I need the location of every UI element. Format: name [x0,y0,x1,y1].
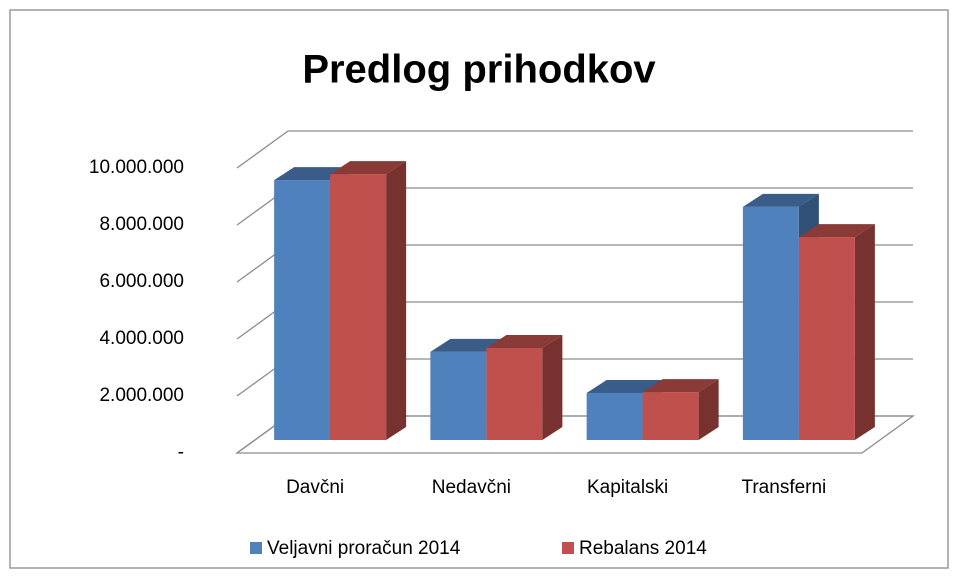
bar [274,180,331,440]
y-tick-label: 8.000.000 [99,214,184,235]
legend-label: Rebalans 2014 [579,538,707,559]
bar [330,174,387,440]
bar-side [386,161,407,440]
bar [798,237,855,440]
legend-label: Veljavni proračun 2014 [267,538,461,559]
legend-swatch [562,542,574,554]
bar-side [542,334,563,440]
y-tick-label: 6.000.000 [99,271,184,292]
y-tick-label: 10.000.000 [89,157,184,178]
bar [586,392,643,440]
bar-top [642,379,719,393]
x-tick-label: Nedavčni [432,477,511,498]
bar [642,392,699,440]
y-tick-label: 2.000.000 [99,385,184,406]
x-tick-label: Davčni [286,477,344,498]
y-tick-label: 4.000.000 [99,328,184,349]
chart-title: Predlog prihodkov [302,48,656,92]
bar-side [698,379,719,440]
bar-top [742,193,819,207]
grid-line [236,130,913,169]
bar-top [798,224,875,238]
bar [742,206,799,440]
y-tick-label: - [178,442,184,463]
bar [486,347,543,440]
legend-swatch [250,542,262,554]
bar-side [854,224,875,440]
bar-top [486,334,563,348]
bar [430,351,487,440]
x-tick-label: Kapitalski [587,477,668,498]
bar-top [330,161,407,175]
bar-top [586,379,663,393]
x-tick-label: Transferni [741,477,826,498]
